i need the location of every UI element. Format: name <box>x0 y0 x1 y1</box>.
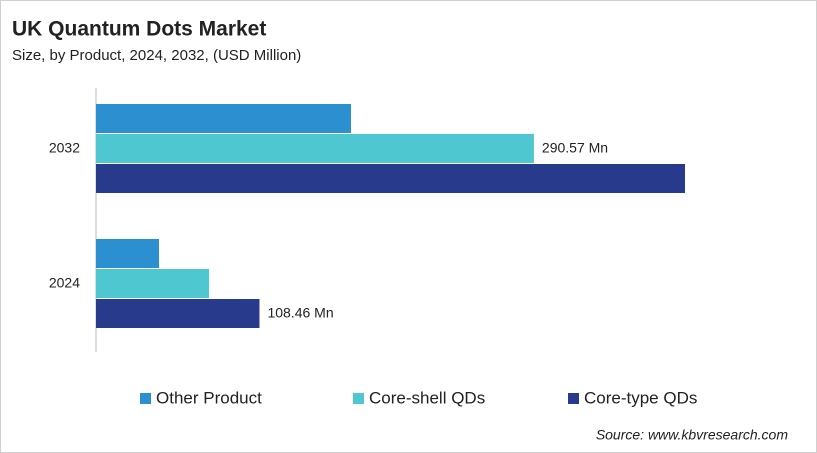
value-label: 290.57 Mn <box>542 140 608 156</box>
source: Source: www.kbvresearch.com <box>596 427 789 443</box>
legend-label: Core-type QDs <box>584 388 697 407</box>
bar <box>96 269 210 298</box>
chart-title: UK Quantum Dots Market <box>12 18 266 41</box>
y-tick-label: 2024 <box>49 275 80 291</box>
legend-swatch <box>353 393 364 404</box>
bar <box>96 104 352 133</box>
y-tick-label: 2032 <box>49 140 80 156</box>
bar <box>96 239 159 268</box>
bar <box>96 164 685 193</box>
bar <box>96 134 534 163</box>
legend-label: Core-shell QDs <box>369 388 485 407</box>
legend-swatch <box>568 393 579 404</box>
chart-subtitle: Size, by Product, 2024, 2032, (USD Milli… <box>12 47 301 64</box>
legend-swatch <box>140 393 151 404</box>
legend-label: Other Product <box>156 388 262 407</box>
bar <box>96 299 260 328</box>
value-label: 108.46 Mn <box>267 305 333 321</box>
